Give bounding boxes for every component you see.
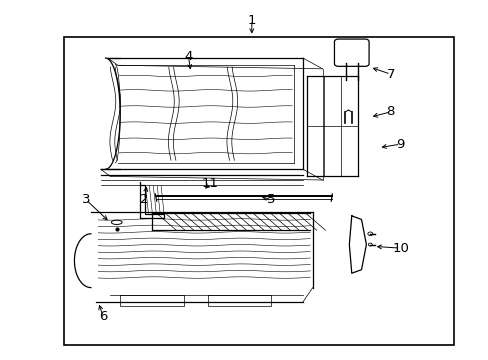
Text: 8: 8 [386, 105, 394, 118]
Text: 6: 6 [99, 310, 107, 323]
Text: 9: 9 [396, 138, 404, 150]
Text: 7: 7 [386, 68, 394, 81]
Text: 2: 2 [140, 193, 148, 206]
Text: 5: 5 [266, 193, 275, 206]
Text: 3: 3 [81, 193, 90, 206]
Text: 10: 10 [391, 242, 408, 255]
Bar [64, 37, 453, 345]
Text: 11: 11 [202, 177, 219, 190]
Text: 1: 1 [247, 14, 256, 27]
Text: 4: 4 [184, 50, 192, 63]
